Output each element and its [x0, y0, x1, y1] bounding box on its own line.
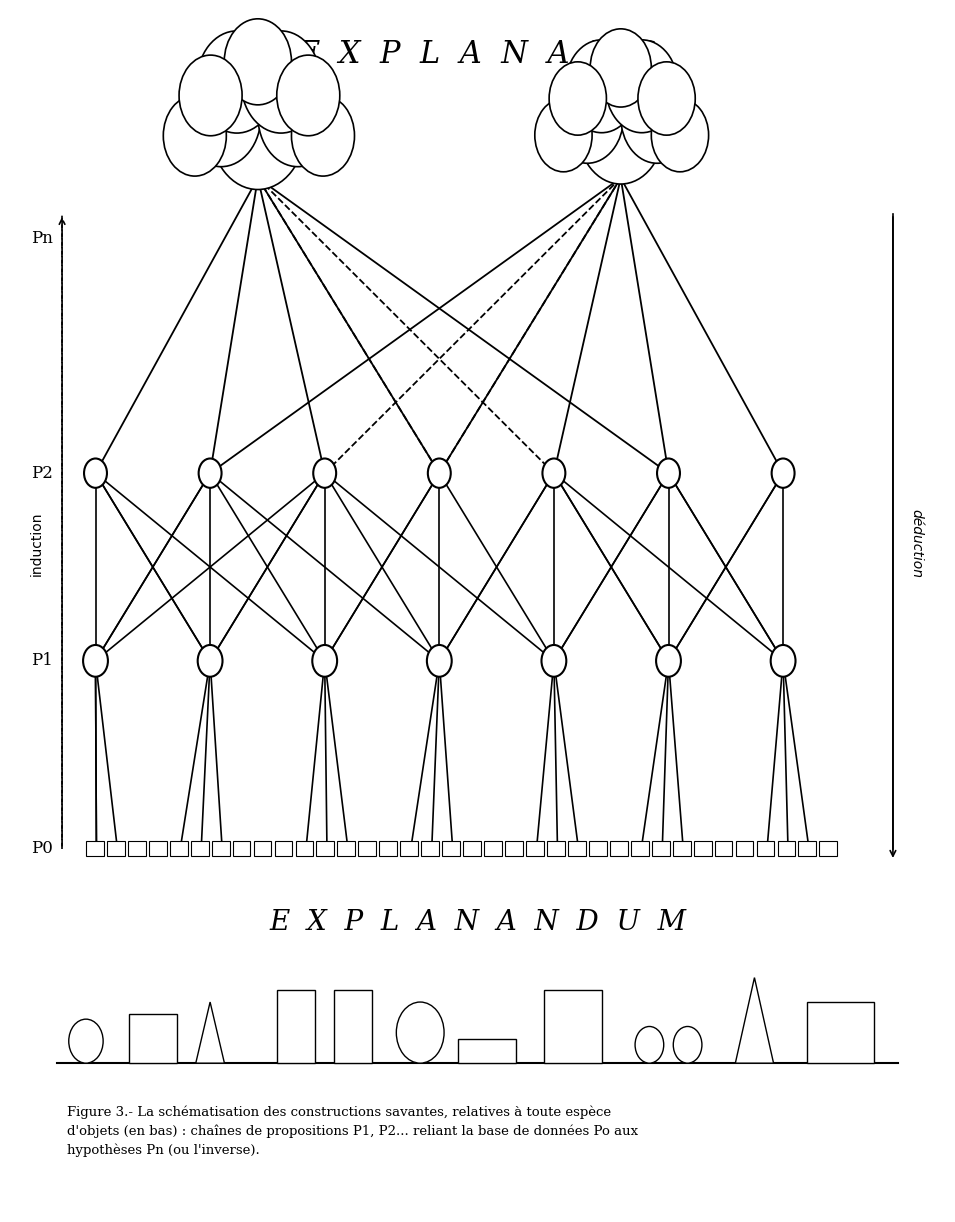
Bar — [212, 841, 229, 855]
Bar — [589, 841, 606, 855]
Bar — [568, 841, 585, 855]
Bar — [275, 841, 292, 855]
Circle shape — [541, 645, 566, 677]
Bar — [254, 841, 271, 855]
Bar — [277, 990, 315, 1063]
Circle shape — [621, 71, 693, 164]
Circle shape — [673, 1026, 702, 1063]
Bar — [358, 841, 376, 855]
Bar — [334, 990, 372, 1063]
Bar — [672, 841, 690, 855]
Text: P2: P2 — [31, 464, 53, 481]
Circle shape — [396, 1002, 444, 1063]
Bar — [651, 841, 669, 855]
Polygon shape — [735, 978, 774, 1063]
Bar — [316, 841, 334, 855]
Bar — [379, 841, 397, 855]
Bar — [442, 841, 460, 855]
Text: Figure 3.- La schématisation des constructions savantes, relatives à toute espèc: Figure 3.- La schématisation des constru… — [67, 1106, 638, 1157]
Bar — [337, 841, 355, 855]
Bar — [819, 841, 838, 855]
Bar — [714, 841, 732, 855]
Bar — [421, 841, 439, 855]
Circle shape — [549, 62, 606, 136]
Bar — [807, 1002, 874, 1063]
Bar — [544, 990, 602, 1063]
Bar — [170, 841, 187, 855]
Bar — [458, 1039, 516, 1063]
Circle shape — [198, 645, 223, 677]
Circle shape — [771, 645, 796, 677]
Circle shape — [241, 31, 321, 133]
Bar — [107, 841, 125, 855]
Bar — [631, 841, 648, 855]
Circle shape — [199, 458, 222, 488]
Bar — [610, 841, 627, 855]
Text: induction: induction — [30, 511, 43, 576]
Circle shape — [313, 458, 336, 488]
Circle shape — [638, 62, 695, 136]
Circle shape — [181, 65, 261, 166]
Circle shape — [427, 645, 452, 677]
Circle shape — [535, 99, 592, 172]
Text: E  X  P  L  A  N  A  N  D  U  M: E X P L A N A N D U M — [269, 909, 686, 936]
Bar — [295, 841, 313, 855]
Circle shape — [551, 71, 624, 164]
Text: Pn: Pn — [31, 230, 53, 247]
Bar — [149, 841, 166, 855]
Circle shape — [180, 55, 243, 136]
Circle shape — [224, 18, 291, 105]
Bar — [547, 841, 564, 855]
Bar — [463, 841, 481, 855]
Circle shape — [312, 645, 337, 677]
Bar — [777, 841, 796, 855]
Text: P0: P0 — [31, 840, 53, 857]
Circle shape — [590, 29, 651, 108]
Bar — [484, 841, 502, 855]
Bar — [798, 841, 817, 855]
Bar — [129, 1014, 177, 1063]
Circle shape — [605, 40, 678, 133]
Circle shape — [84, 458, 107, 488]
Circle shape — [651, 99, 709, 172]
Bar — [191, 841, 208, 855]
Bar — [526, 841, 543, 855]
Circle shape — [565, 40, 638, 133]
Circle shape — [578, 75, 664, 185]
Circle shape — [210, 68, 306, 189]
Circle shape — [656, 645, 681, 677]
Text: déduction: déduction — [910, 510, 923, 578]
Text: E  X  P  L  A  N  A  N  S: E X P L A N A N S — [298, 39, 657, 71]
Circle shape — [291, 95, 354, 176]
Circle shape — [83, 645, 108, 677]
Bar — [233, 841, 250, 855]
Circle shape — [197, 31, 277, 133]
Circle shape — [542, 458, 565, 488]
Circle shape — [657, 458, 680, 488]
Bar — [505, 841, 523, 855]
Bar — [756, 841, 775, 855]
Circle shape — [635, 1026, 664, 1063]
Circle shape — [772, 458, 795, 488]
Circle shape — [428, 458, 451, 488]
Circle shape — [258, 65, 338, 166]
Circle shape — [163, 95, 226, 176]
Bar — [693, 841, 711, 855]
Circle shape — [277, 55, 340, 136]
Bar — [86, 841, 104, 855]
Text: P1: P1 — [31, 653, 53, 670]
Circle shape — [69, 1019, 103, 1063]
Bar — [735, 841, 753, 855]
Polygon shape — [196, 1002, 224, 1063]
Bar — [128, 841, 146, 855]
Bar — [400, 841, 418, 855]
